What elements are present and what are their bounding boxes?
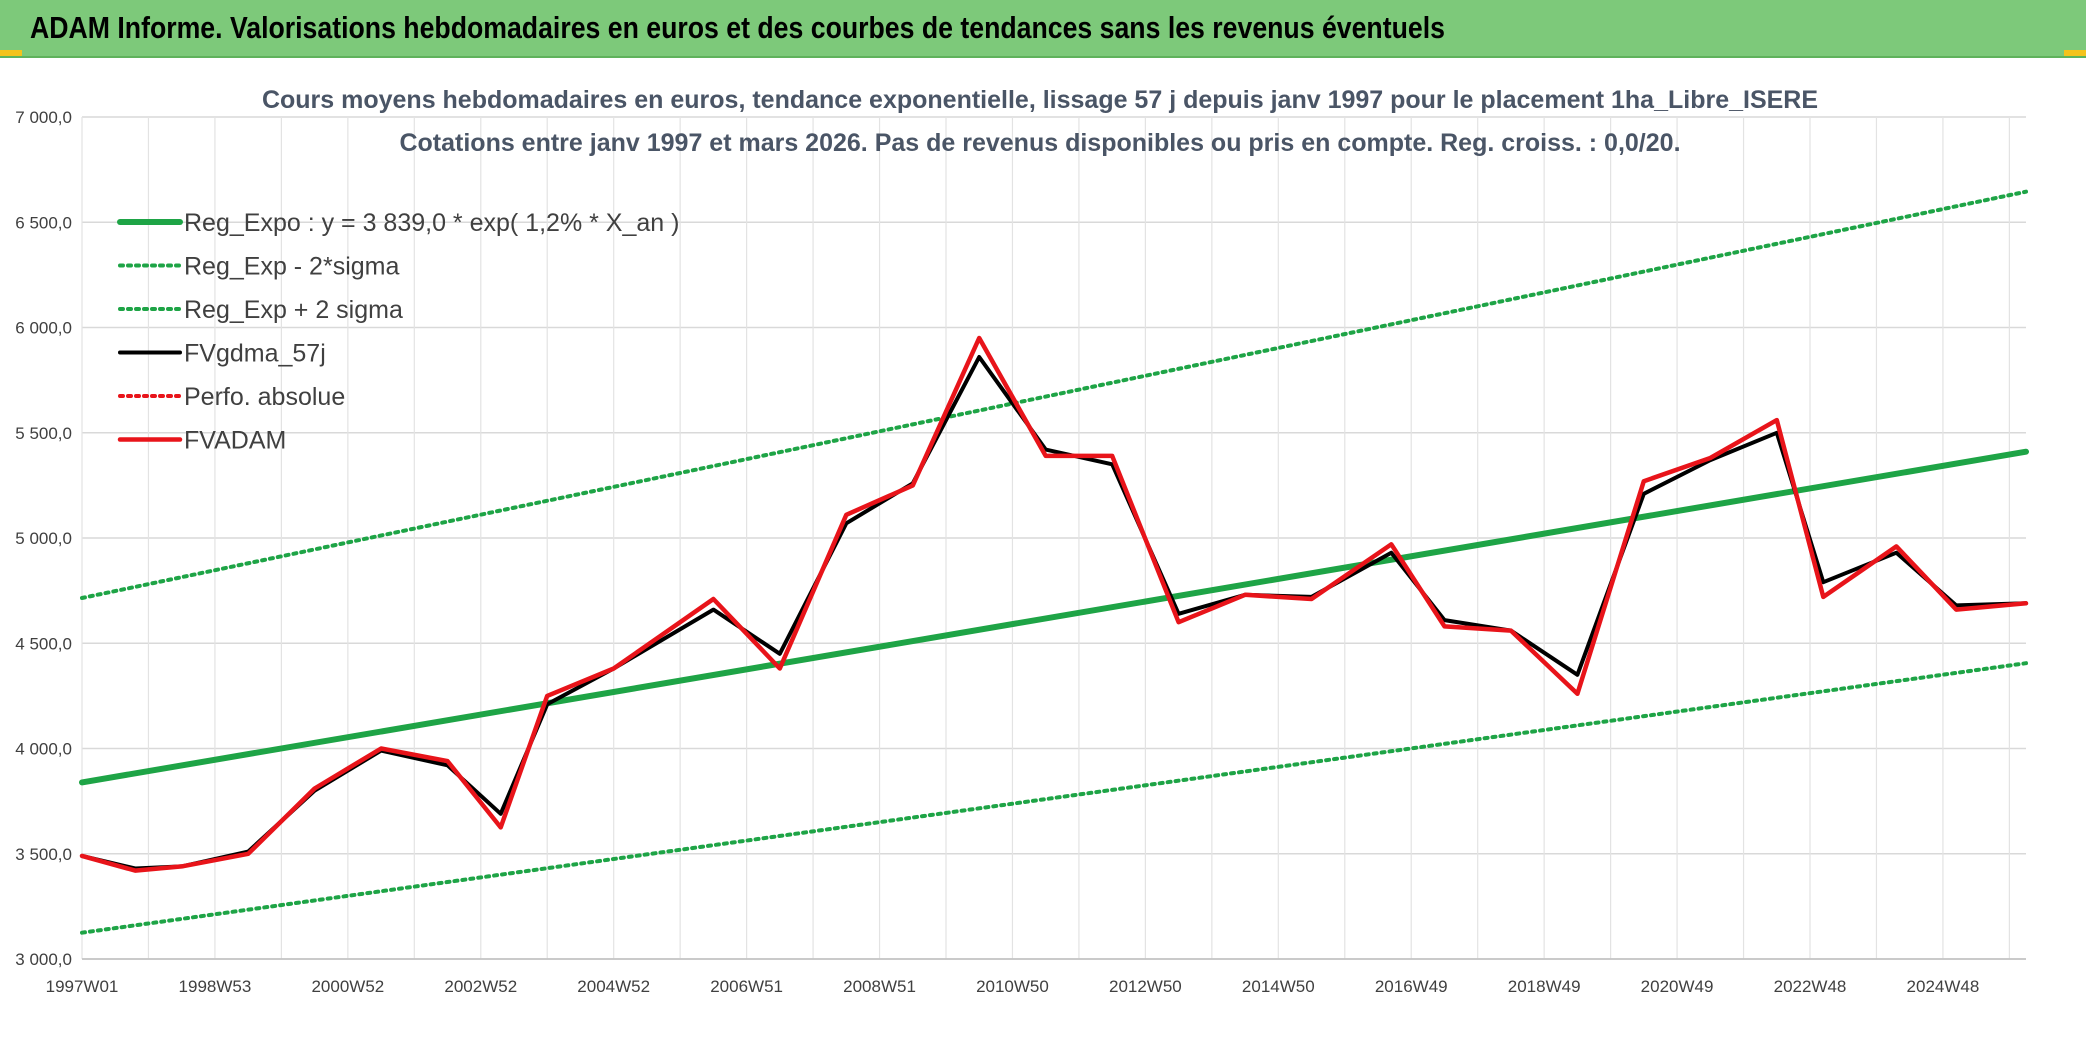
header-bar: ADAM Informe. Valorisations hebdomadaire… <box>0 0 2086 58</box>
x-tick-label: 2022W48 <box>1774 977 1847 996</box>
legend-label: Reg_Exp - 2*sigma <box>184 253 399 281</box>
x-tick-label: 2012W50 <box>1109 977 1182 996</box>
legend-label: FVgdma_57j <box>184 340 326 368</box>
y-tick-label: 5 500,0 <box>15 424 72 443</box>
x-tick-label: 2016W49 <box>1375 977 1448 996</box>
y-tick-label: 6 500,0 <box>15 213 72 232</box>
x-tick-label: 2010W50 <box>976 977 1049 996</box>
x-tick-label: 2004W52 <box>577 977 650 996</box>
x-tick-label: 2020W49 <box>1641 977 1714 996</box>
legend-label: Perfo. absolue <box>184 383 345 411</box>
x-tick-label: 2008W51 <box>843 977 916 996</box>
legend: Reg_Expo : y = 3 839,0 * exp( 1,2% * X_a… <box>117 209 679 455</box>
y-tick-label: 4 500,0 <box>15 634 72 653</box>
x-tick-label: 1997W01 <box>46 977 119 996</box>
series-line-3 <box>80 355 2028 871</box>
chart-title: Cours moyens hebdomadaires en euros, ten… <box>262 86 1818 114</box>
y-tick-label: 4 000,0 <box>15 740 72 759</box>
series-line-1 <box>80 661 2028 935</box>
chart-subtitle: Cotations entre janv 1997 et mars 2026. … <box>399 129 1680 157</box>
series-line-5 <box>79 335 2029 873</box>
header-title: ADAM Informe. Valorisations hebdomadaire… <box>30 10 1445 45</box>
y-tick-label: 7 000,0 <box>15 108 72 127</box>
x-tick-label: 1998W53 <box>179 977 252 996</box>
grid-lines <box>81 116 2026 960</box>
y-axis-ticks: 3 000,0 3 500,0 4 000,0 4 500,0 5 000,0 5 500… <box>15 108 72 969</box>
corner-marker-left <box>0 50 22 56</box>
x-axis-ticks: 1997W01 1998W53 2000W52 2002W52 2004W52 2006W… <box>46 977 1980 996</box>
legend-label: Reg_Expo : y = 3 839,0 * exp( 1,2% * X_a… <box>184 209 679 237</box>
y-tick-label: 3 000,0 <box>15 950 72 969</box>
legend-label: FVADAM <box>184 427 286 455</box>
x-tick-label: 2024W48 <box>1907 977 1980 996</box>
y-tick-label: 6 000,0 <box>15 319 72 338</box>
corner-marker-right <box>2064 50 2086 56</box>
x-tick-label: 2000W52 <box>311 977 384 996</box>
x-tick-label: 2002W52 <box>444 977 517 996</box>
y-tick-label: 5 000,0 <box>15 529 72 548</box>
x-tick-label: 2014W50 <box>1242 977 1315 996</box>
series-lines <box>79 189 2029 935</box>
legend-label: Reg_Exp + 2 sigma <box>184 296 403 324</box>
x-tick-label: 2006W51 <box>710 977 783 996</box>
series-line-2 <box>80 189 2028 600</box>
y-tick-label: 3 500,0 <box>15 845 72 864</box>
x-tick-label: 2018W49 <box>1508 977 1581 996</box>
series-line-0 <box>79 448 2029 786</box>
